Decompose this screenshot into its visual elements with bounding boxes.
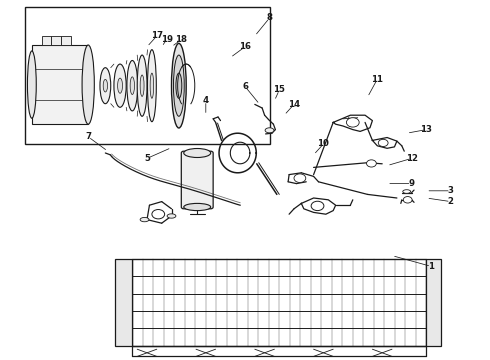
Text: 4: 4 <box>203 96 209 105</box>
Text: 19: 19 <box>161 35 172 44</box>
Ellipse shape <box>118 78 122 93</box>
Circle shape <box>346 118 359 127</box>
Ellipse shape <box>173 55 184 116</box>
Text: 15: 15 <box>273 85 285 94</box>
Ellipse shape <box>403 190 411 193</box>
Circle shape <box>294 174 306 183</box>
Text: 3: 3 <box>448 186 454 195</box>
Ellipse shape <box>167 214 176 218</box>
Text: 5: 5 <box>144 154 150 163</box>
Text: 16: 16 <box>239 42 251 51</box>
Text: 12: 12 <box>406 154 417 163</box>
Polygon shape <box>32 45 88 124</box>
Circle shape <box>367 160 376 167</box>
Ellipse shape <box>114 64 126 107</box>
Text: 18: 18 <box>175 35 187 44</box>
Text: 10: 10 <box>318 139 329 148</box>
Text: 14: 14 <box>288 100 300 109</box>
Ellipse shape <box>140 217 149 222</box>
Bar <box>132 259 426 346</box>
Ellipse shape <box>184 149 211 158</box>
Bar <box>426 259 441 346</box>
Text: 11: 11 <box>371 75 383 84</box>
Text: 17: 17 <box>151 31 163 40</box>
Ellipse shape <box>82 45 94 124</box>
Text: 6: 6 <box>242 82 248 91</box>
Ellipse shape <box>130 77 134 94</box>
Ellipse shape <box>176 73 182 98</box>
Ellipse shape <box>137 55 147 116</box>
Ellipse shape <box>147 50 156 122</box>
Text: 2: 2 <box>448 197 454 206</box>
Ellipse shape <box>100 68 111 104</box>
Text: 1: 1 <box>428 262 434 271</box>
Bar <box>24 7 270 144</box>
Bar <box>42 36 51 45</box>
Ellipse shape <box>103 79 107 92</box>
Circle shape <box>403 197 412 203</box>
Text: 8: 8 <box>267 13 272 22</box>
Ellipse shape <box>172 43 186 128</box>
Ellipse shape <box>127 60 138 111</box>
Ellipse shape <box>150 73 154 98</box>
Text: 13: 13 <box>420 125 432 134</box>
FancyBboxPatch shape <box>181 151 213 209</box>
Circle shape <box>311 201 324 211</box>
Circle shape <box>378 139 388 147</box>
Bar <box>115 259 132 346</box>
Ellipse shape <box>265 128 274 133</box>
Bar <box>51 36 61 45</box>
Ellipse shape <box>140 75 144 96</box>
Circle shape <box>152 210 165 219</box>
Ellipse shape <box>27 51 36 118</box>
Ellipse shape <box>184 203 211 211</box>
Text: 9: 9 <box>409 179 415 188</box>
Bar <box>61 36 71 45</box>
Text: 7: 7 <box>85 132 91 141</box>
